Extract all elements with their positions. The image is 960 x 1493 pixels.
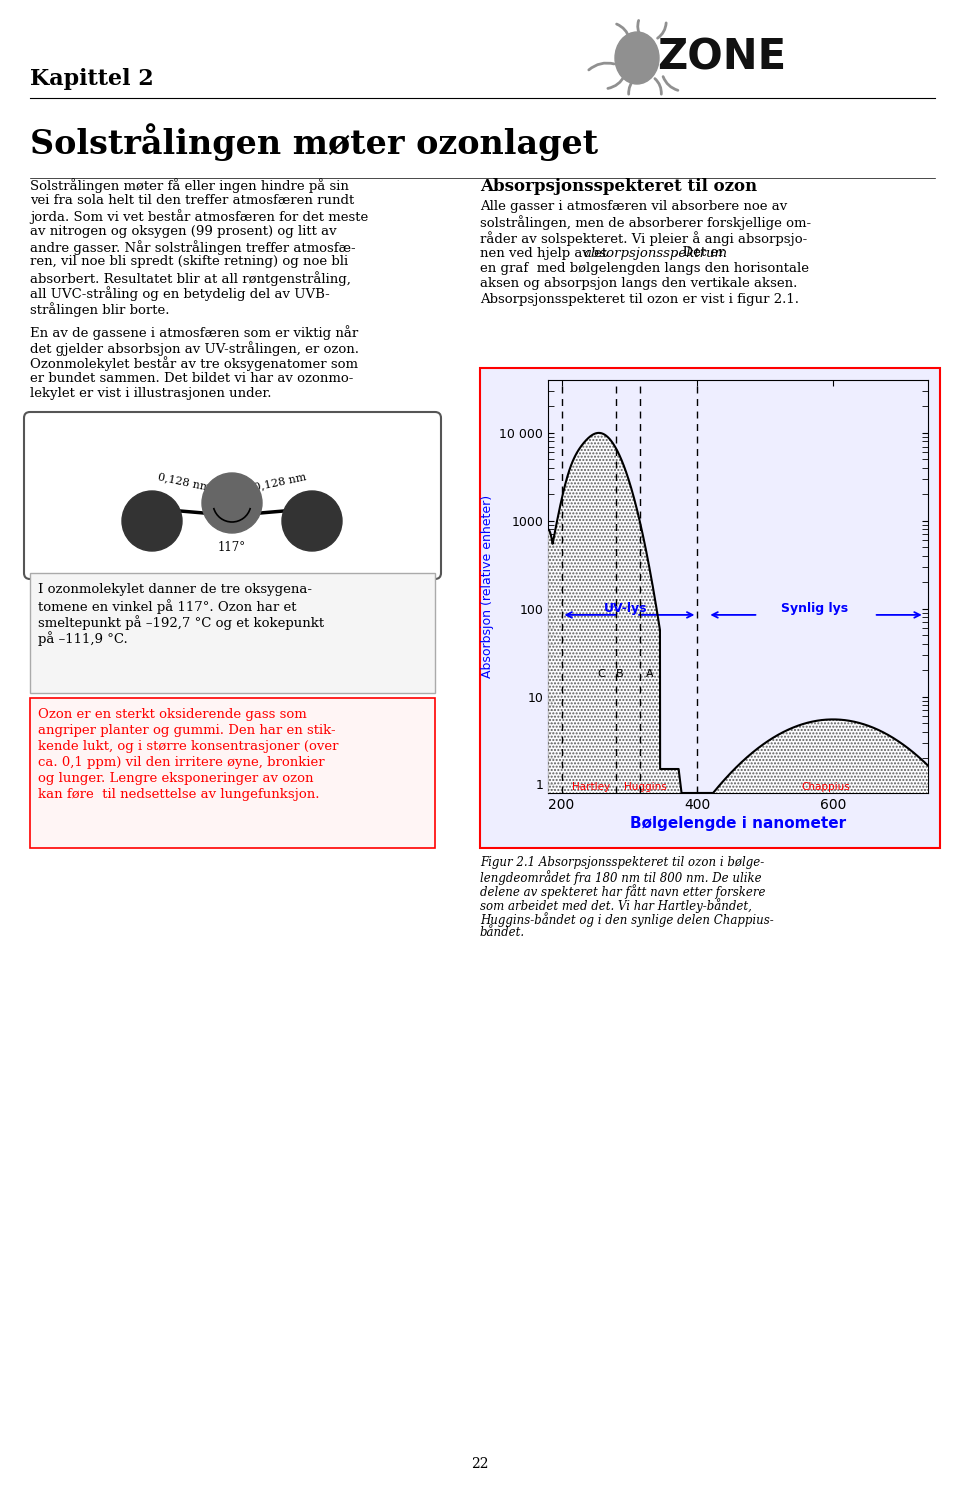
Ellipse shape: [615, 31, 659, 84]
Text: lekylet er vist i illustrasjonen under.: lekylet er vist i illustrasjonen under.: [30, 388, 272, 400]
Text: 117°: 117°: [218, 540, 246, 554]
Text: A: A: [646, 669, 654, 679]
Text: C: C: [597, 669, 605, 679]
Text: smeltepunkt på –192,7 °C og et kokepunkt: smeltepunkt på –192,7 °C og et kokepunkt: [38, 615, 324, 630]
Text: 0,128 nm: 0,128 nm: [252, 472, 307, 493]
Text: Chappius: Chappius: [802, 782, 851, 793]
Text: tomene en vinkel på 117°. Ozon har et: tomene en vinkel på 117°. Ozon har et: [38, 599, 297, 614]
Text: Huggins: Huggins: [624, 782, 666, 793]
Circle shape: [202, 473, 262, 533]
Text: Ozonmolekylet består av tre oksygenatomer som: Ozonmolekylet består av tre oksygenatome…: [30, 357, 358, 372]
Text: En av de gassene i atmosfæren som er viktig når: En av de gassene i atmosfæren som er vik…: [30, 325, 358, 340]
Bar: [30, 699, 435, 848]
Y-axis label: Absorbsjon (relative enheter): Absorbsjon (relative enheter): [481, 496, 493, 678]
Text: Figur 2.1 Absorpsjonsspekteret til ozon i bølge-: Figur 2.1 Absorpsjonsspekteret til ozon …: [480, 855, 764, 869]
Text: en graf  med bølgelengden langs den horisontale: en graf med bølgelengden langs den horis…: [480, 261, 809, 275]
Text: det gjelder absorbsjon av UV-strålingen, er ozon.: det gjelder absorbsjon av UV-strålingen,…: [30, 340, 359, 355]
Text: absorbert. Resultatet blir at all røntgenstråling,: absorbert. Resultatet blir at all røntge…: [30, 272, 350, 285]
Text: I ozonmolekylet danner de tre oksygena-: I ozonmolekylet danner de tre oksygena-: [38, 582, 312, 596]
Text: som arbeidet med det. Vi har Hartley-båndet,: som arbeidet med det. Vi har Hartley-bån…: [480, 897, 752, 912]
Text: jorda. Som vi vet består atmosfæren for det meste: jorda. Som vi vet består atmosfæren for …: [30, 209, 369, 224]
Text: Solstrålingen møter få eller ingen hindre på sin: Solstrålingen møter få eller ingen hindr…: [30, 178, 348, 193]
FancyBboxPatch shape: [24, 412, 441, 579]
Text: B: B: [615, 669, 623, 679]
Text: ZONE: ZONE: [657, 37, 786, 79]
Circle shape: [282, 491, 342, 551]
Text: Solstrålingen møter ozonlaget: Solstrålingen møter ozonlaget: [30, 122, 598, 161]
Text: lengdeområdet fra 180 nm til 800 nm. De ulike: lengdeområdet fra 180 nm til 800 nm. De …: [480, 870, 761, 885]
X-axis label: Bølgelengde i nanometer: Bølgelengde i nanometer: [630, 817, 846, 832]
Text: nen ved hjelp av et: nen ved hjelp av et: [480, 246, 612, 260]
Text: 22: 22: [471, 1457, 489, 1471]
Text: Huggins-båndet og i den synlige delen Chappius-: Huggins-båndet og i den synlige delen Ch…: [480, 912, 774, 927]
Text: og lunger. Lengre eksponeringer av ozon: og lunger. Lengre eksponeringer av ozon: [38, 772, 314, 785]
Text: strålingen blir borte.: strålingen blir borte.: [30, 302, 170, 317]
Text: kende lukt, og i større konsentrasjoner (over: kende lukt, og i større konsentrasjoner …: [38, 741, 339, 752]
Text: vei fra sola helt til den treffer atmosfæren rundt: vei fra sola helt til den treffer atmosf…: [30, 194, 354, 206]
Text: aksen og absorpsjon langs den vertikale aksen.: aksen og absorpsjon langs den vertikale …: [480, 278, 798, 291]
Text: . Det er: . Det er: [674, 246, 725, 260]
Text: solstrålingen, men de absorberer forskjellige om-: solstrålingen, men de absorberer forskje…: [480, 215, 811, 230]
Text: råder av solspekteret. Vi pleier å angi absorpsjo-: råder av solspekteret. Vi pleier å angi …: [480, 231, 807, 246]
Text: kan føre  til nedsettelse av lungefunksjon.: kan føre til nedsettelse av lungefunksjo…: [38, 788, 320, 802]
Text: angriper planter og gummi. Den har en stik-: angriper planter og gummi. Den har en st…: [38, 724, 336, 738]
Text: Alle gasser i atmosfæren vil absorbere noe av: Alle gasser i atmosfæren vil absorbere n…: [480, 200, 787, 213]
Text: delene av spekteret har fått navn etter forskere: delene av spekteret har fått navn etter …: [480, 884, 765, 899]
Text: Ozon er en sterkt oksiderende gass som: Ozon er en sterkt oksiderende gass som: [38, 708, 307, 721]
Bar: [30, 573, 435, 693]
Text: Absorpsjonsspekteret til ozon er vist i figur 2.1.: Absorpsjonsspekteret til ozon er vist i …: [480, 293, 799, 306]
Text: absorpsjonsspektrum: absorpsjonsspektrum: [584, 246, 728, 260]
Text: er bundet sammen. Det bildet vi har av ozonmo-: er bundet sammen. Det bildet vi har av o…: [30, 372, 353, 385]
Text: UV-lys: UV-lys: [604, 602, 648, 615]
Circle shape: [122, 491, 182, 551]
Text: båndet.: båndet.: [480, 926, 525, 939]
Text: andre gasser. Når solstrålingen treffer atmosfæ-: andre gasser. Når solstrålingen treffer …: [30, 240, 355, 255]
Text: Synlig lys: Synlig lys: [781, 602, 849, 615]
Text: ren, vil noe bli spredt (skifte retning) og noe bli: ren, vil noe bli spredt (skifte retning)…: [30, 255, 348, 269]
Text: Hartley: Hartley: [572, 782, 610, 793]
Bar: [480, 367, 940, 848]
Text: Kapittel 2: Kapittel 2: [30, 69, 154, 90]
Text: 0,128 nm: 0,128 nm: [156, 472, 211, 493]
Text: på –111,9 °C.: på –111,9 °C.: [38, 632, 128, 646]
Text: all UVC-stråling og en betydelig del av UVB-: all UVC-stråling og en betydelig del av …: [30, 287, 329, 302]
Text: ca. 0,1 ppm) vil den irritere øyne, bronkier: ca. 0,1 ppm) vil den irritere øyne, bron…: [38, 755, 324, 769]
Text: Absorpsjonsspekteret til ozon: Absorpsjonsspekteret til ozon: [480, 178, 757, 196]
Text: av nitrogen og oksygen (99 prosent) og litt av: av nitrogen og oksygen (99 prosent) og l…: [30, 224, 337, 237]
